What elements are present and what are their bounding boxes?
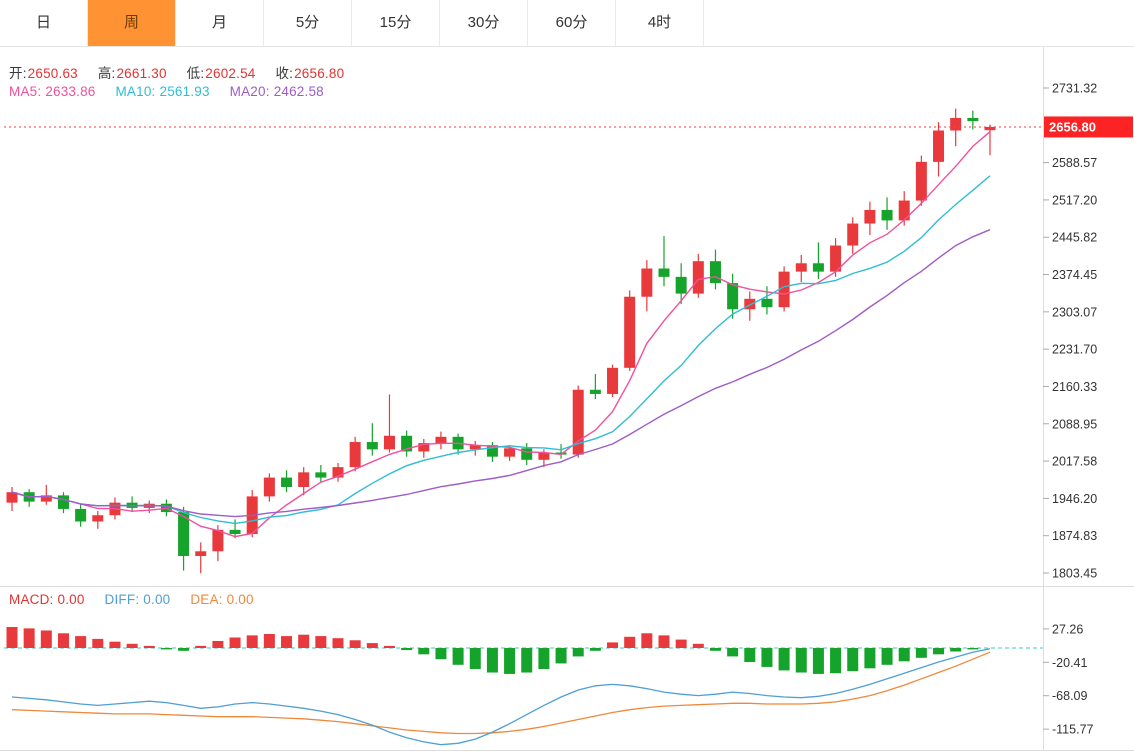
low-label: 低: — [186, 66, 205, 81]
ma10-label: MA10: — [115, 84, 156, 99]
tab-month[interactable]: 月 — [176, 0, 264, 46]
svg-text:2374.45: 2374.45 — [1052, 268, 1097, 282]
svg-text:2445.82: 2445.82 — [1052, 231, 1097, 245]
tab-60min[interactable]: 60分 — [528, 0, 616, 46]
tab-week[interactable]: 周 — [88, 0, 176, 46]
ma5-line — [11, 131, 991, 538]
open-label: 开: — [9, 66, 27, 81]
macd-value: 0.00 — [57, 592, 85, 607]
svg-text:2731.32: 2731.32 — [1052, 82, 1097, 96]
ma5-label: MA5: — [9, 84, 42, 99]
svg-text:1874.83: 1874.83 — [1052, 529, 1097, 543]
svg-text:2160.33: 2160.33 — [1052, 380, 1097, 394]
tab-4hour[interactable]: 4时 — [616, 0, 704, 46]
macd-histogram — [6, 626, 979, 674]
svg-text:1946.20: 1946.20 — [1052, 492, 1097, 506]
ma10-line — [11, 175, 991, 525]
ma10-value: 2561.93 — [159, 84, 210, 99]
tab-15min[interactable]: 15分 — [352, 0, 440, 46]
ma20-label: MA20: — [229, 84, 270, 99]
diff-value: 0.00 — [143, 592, 171, 607]
tab-5min[interactable]: 5分 — [264, 0, 352, 46]
current-price-tag: 2656.80 — [1044, 116, 1133, 138]
ohlc-readout: 开:2650.63 高:2661.30 低:2602.54 收:2656.80 — [9, 62, 360, 82]
svg-text:2303.07: 2303.07 — [1052, 305, 1097, 319]
svg-text:2517.20: 2517.20 — [1052, 193, 1097, 207]
dea-label: DEA: — [190, 592, 223, 607]
svg-text:2656.80: 2656.80 — [1049, 119, 1096, 134]
tab-day[interactable]: 日 — [0, 0, 88, 46]
candles-layer — [6, 108, 996, 574]
svg-text:2088.95: 2088.95 — [1052, 417, 1097, 431]
dea-line — [11, 651, 991, 735]
diff-label: DIFF: — [104, 592, 140, 607]
svg-text:-68.09: -68.09 — [1052, 689, 1087, 703]
high-label: 高: — [97, 66, 116, 81]
ma20-value: 2462.58 — [273, 84, 324, 99]
svg-text:27.26: 27.26 — [1052, 622, 1083, 636]
high-value: 2661.30 — [116, 66, 167, 81]
svg-text:2231.70: 2231.70 — [1052, 343, 1097, 357]
svg-text:-20.41: -20.41 — [1052, 656, 1087, 670]
ma20-line — [11, 229, 991, 518]
ma5-value: 2633.86 — [45, 84, 96, 99]
svg-text:-115.77: -115.77 — [1052, 723, 1094, 737]
diff-line — [11, 648, 991, 746]
open-value: 2650.63 — [27, 66, 78, 81]
svg-text:1803.45: 1803.45 — [1052, 567, 1097, 581]
close-label: 收: — [275, 66, 294, 81]
tab-30min[interactable]: 30分 — [440, 0, 528, 46]
close-value: 2656.80 — [294, 66, 345, 81]
price-axis-labels: 2731.32 2588.57 2517.20 2445.82 2374.45 2303.… — [1043, 82, 1097, 581]
svg-text:2588.57: 2588.57 — [1052, 156, 1097, 170]
svg-text:2017.58: 2017.58 — [1052, 455, 1097, 469]
timeframe-tabbar: 日 周 月 5分 15分 30分 60分 4时 — [0, 0, 1134, 47]
ma-readout: MA5: 2633.86 MA10: 2561.93 MA20: 2462.58 — [9, 84, 340, 99]
macd-readout: MACD: 0.00 DIFF: 0.00 DEA: 0.00 — [9, 592, 270, 607]
macd-label: MACD: — [9, 592, 54, 607]
panel-borders — [0, 47, 1134, 751]
low-value: 2602.54 — [205, 66, 256, 81]
dea-value: 0.00 — [226, 592, 254, 607]
macd-axis-labels: 27.26 -20.41 -68.09 -115.77 — [1043, 622, 1094, 737]
